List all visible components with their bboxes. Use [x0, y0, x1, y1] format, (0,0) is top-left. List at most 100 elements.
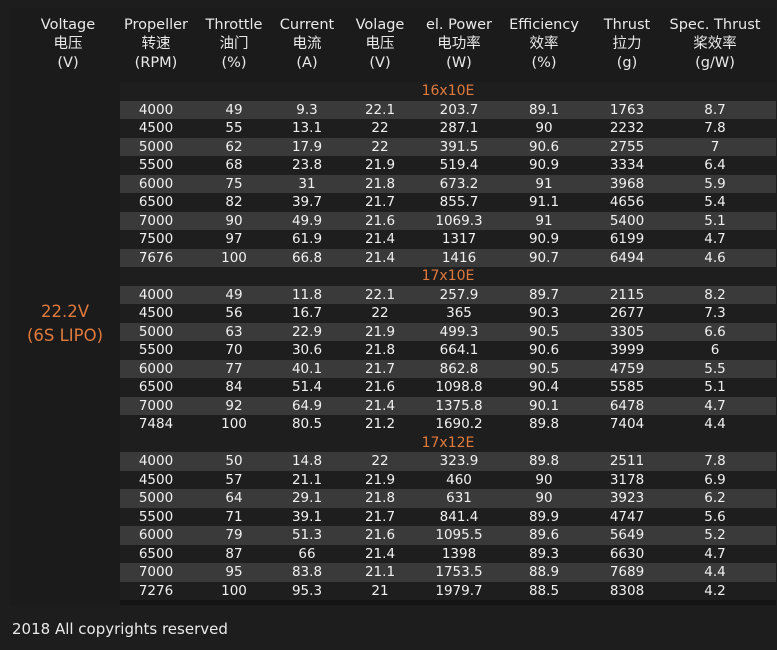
table-cell: 64.9: [291, 397, 323, 414]
table-cell: 50: [225, 453, 243, 469]
header-unit: (A): [296, 55, 318, 71]
table-cell: 8308: [609, 582, 645, 599]
table-cell: 100: [221, 416, 247, 432]
header-cell: Current 电流 (A): [247, 16, 367, 73]
table-cell: 4.2: [704, 582, 726, 599]
table-cell: 9.3: [296, 101, 318, 118]
table-cell: 89.7: [528, 286, 560, 303]
table-cell: 2511: [609, 453, 645, 469]
table-cell: 21.1: [291, 471, 323, 488]
table-cell: 21.4: [364, 545, 396, 562]
table-cell: 90.7: [528, 249, 560, 266]
group-header-row: 17x12E: [120, 433, 776, 452]
table-cell: 49: [225, 101, 243, 118]
table-cell: 62: [225, 138, 243, 155]
table-cell: 31: [298, 175, 316, 192]
table-cell: 22: [371, 120, 389, 136]
table-cell: 16.7: [291, 305, 323, 321]
table-cell: 6.6: [704, 323, 726, 340]
propeller-group-title: 17x10E: [421, 268, 475, 284]
table-row: 4000 50 14.8 22 323.9 89.8 2511 7.8: [120, 452, 776, 471]
header-en: Voltage: [40, 17, 96, 33]
table-cell: 1317: [441, 231, 477, 247]
table-cell: 95: [225, 564, 243, 580]
table-cell: 323.9: [439, 453, 479, 469]
table-cell: 83.8: [291, 564, 323, 580]
table-cell: 21.2: [364, 416, 396, 432]
table-row: 5000 63 22.9 21.9 499.3 90.5 3305 6.6: [120, 322, 776, 341]
table-cell: 5000: [138, 323, 174, 340]
table-cell: 4500: [138, 120, 174, 136]
table-cell: 6630: [609, 545, 645, 562]
table-row: 4500 56 16.7 22 365 90.3 2677 7.3: [120, 304, 776, 323]
table-row: 7484 100 80.5 21.2 1690.2 89.8 7404 4.4: [120, 415, 776, 434]
table-cell: 63: [225, 323, 243, 340]
table-cell: 4759: [609, 360, 645, 377]
table-cell: 82: [225, 194, 243, 210]
header-en: Spec. Thrust: [669, 17, 761, 33]
table-cell: 6000: [138, 360, 174, 377]
table-cell: 4000: [138, 453, 174, 469]
table-cell: 7676: [138, 249, 174, 266]
table-cell: 6494: [609, 249, 645, 266]
table-cell: 499.3: [439, 323, 479, 340]
data-sheet: Voltage 电压 (V) Propeller 转速 (RPM) Throttle 油门 (%…: [10, 8, 776, 606]
table-row: 6500 87 66 21.4 1398 89.3 6630 4.7: [120, 544, 776, 563]
table-cell: 39.7: [291, 194, 323, 210]
table-cell: 1753.5: [435, 564, 483, 580]
table-cell: 519.4: [439, 157, 479, 173]
table-cell: 4.6: [704, 249, 726, 266]
table-cell: 5500: [138, 157, 174, 173]
header-unit: (%): [531, 55, 557, 71]
table-row: 6500 84 51.4 21.6 1098.8 90.4 5585 5.1: [120, 378, 776, 397]
header-cn: 电功率: [437, 36, 481, 52]
table-row: 4000 49 11.8 22.1 257.9 89.7 2115 8.2: [120, 285, 776, 304]
table-cell: 92: [225, 397, 243, 414]
table-cell: 90: [535, 471, 553, 488]
table-row: 7276 100 95.3 21 1979.7 88.5 8308 4.2: [120, 581, 776, 600]
table-cell: 49.9: [291, 212, 323, 229]
table-row: 7000 90 49.9 21.6 1069.3 91 5400 5.1: [120, 211, 776, 230]
table-cell: 89.8: [528, 416, 560, 432]
table-cell: 8.7: [704, 101, 726, 118]
header-unit: (V): [369, 55, 391, 71]
header-cn: 桨效率: [693, 36, 737, 52]
header-cell: Volage 电压 (V): [320, 16, 440, 73]
table-cell: 855.7: [439, 194, 479, 210]
table-cell: 89.9: [528, 508, 560, 525]
table-cell: 22: [371, 305, 389, 321]
table-cell: 70: [225, 342, 243, 358]
table-cell: 6.9: [704, 471, 726, 488]
table-cell: 5649: [609, 527, 645, 543]
table-cell: 6000: [138, 175, 174, 192]
table-cell: 90.5: [528, 360, 560, 377]
table-header: Voltage 电压 (V) Propeller 转速 (RPM) Throttle 油门 (%…: [10, 8, 776, 80]
table-cell: 61.9: [291, 231, 323, 247]
table-cell: 6500: [138, 545, 174, 562]
table-cell: 13.1: [291, 120, 323, 136]
table-cell: 7484: [138, 416, 174, 432]
table-cell: 287.1: [439, 120, 479, 136]
table-cell: 7: [710, 138, 720, 155]
table-cell: 4000: [138, 286, 174, 303]
table-cell: 39.1: [291, 508, 323, 525]
table-cell: 1098.8: [435, 379, 483, 395]
table-cell: 6199: [609, 231, 645, 247]
table-cell: 4.7: [704, 545, 726, 562]
table-cell: 91: [535, 175, 553, 192]
table-cell: 22: [371, 453, 389, 469]
table-row: 4500 55 13.1 22 287.1 90 2232 7.8: [120, 119, 776, 138]
header-en: Throttle: [205, 17, 263, 33]
table-cell: 51.4: [291, 379, 323, 395]
header-cn: 电流: [292, 36, 322, 52]
table-cell: 365: [446, 305, 472, 321]
table-cell: 100: [221, 582, 247, 599]
header-cell: el. Power 电功率 (W): [399, 16, 519, 73]
copyright-footer: 2018 All copyrights reserved: [12, 620, 228, 638]
table-cell: 5585: [609, 379, 645, 395]
table-cell: 862.8: [439, 360, 479, 377]
table-cell: 97: [225, 231, 243, 247]
table-cell: 5.1: [704, 379, 726, 395]
header-cn: 效率: [529, 36, 559, 52]
voltage-value: 22.2V: [40, 302, 90, 321]
